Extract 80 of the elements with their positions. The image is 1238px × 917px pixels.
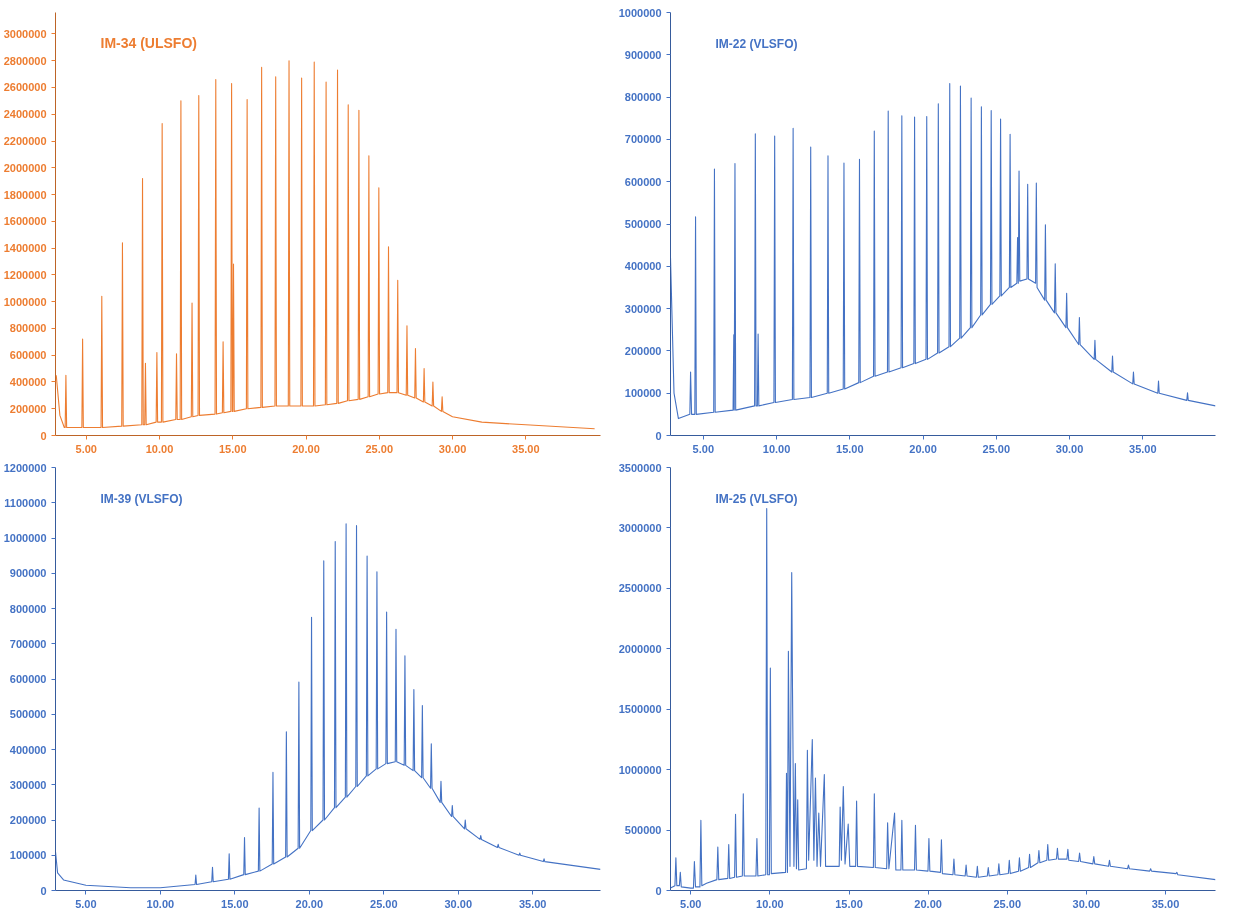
x-tick-label: 5.00 <box>75 442 97 455</box>
x-tick-label: 35.00 <box>1129 442 1157 455</box>
y-tick-label: 600000 <box>624 175 662 188</box>
y-tick-label: 400000 <box>9 375 47 388</box>
y-tick-label: 600000 <box>9 673 47 685</box>
y-tick-label: 100000 <box>624 387 662 400</box>
y-tick-label: 200000 <box>9 402 47 415</box>
text: IM-39 (VLSFO) <box>100 491 183 506</box>
y-tick-label: 600000 <box>9 349 47 362</box>
x-tick-label: 5.00 <box>680 897 702 910</box>
x-tick-label: 5.00 <box>75 897 97 910</box>
y-tick-label: 2000000 <box>3 161 47 174</box>
text: IM-22 (VLSFO) <box>715 36 798 51</box>
x-tick-label: 10.00 <box>756 897 784 910</box>
y-tick-label: 900000 <box>9 567 47 580</box>
x-tick-label: 15.00 <box>221 897 249 910</box>
y-tick-label: 1500000 <box>618 703 662 716</box>
x-tick-label: 15.00 <box>219 442 247 455</box>
y-tick-label: 1400000 <box>3 242 47 255</box>
y-tick-label: 1000000 <box>618 763 662 776</box>
y-tick-label: 1000000 <box>618 6 662 19</box>
y-tick-label: 3500000 <box>618 461 662 474</box>
y-tick-label: 2000000 <box>618 642 662 655</box>
y-tick-label: 500000 <box>624 218 662 230</box>
x-tick-label: 35.00 <box>518 897 547 910</box>
y-tick-label: 2400000 <box>3 108 47 121</box>
y-tick-label: 2500000 <box>618 582 662 595</box>
x-tick-label: 30.00 <box>1055 442 1084 455</box>
x-tick-label: 30.00 <box>438 442 467 455</box>
x-tick-label: 10.00 <box>762 442 791 455</box>
text: IM-34 (ULSFO) <box>100 34 197 51</box>
y-tick-label: 0 <box>40 429 47 442</box>
text: IM-25 (VLSFO) <box>715 491 798 506</box>
y-tick-label: 400000 <box>9 743 47 756</box>
y-tick-label: 300000 <box>9 778 47 791</box>
y-tick-label: 0 <box>655 429 662 442</box>
y-tick-label: 500000 <box>9 708 47 721</box>
x-tick-label: 25.00 <box>370 897 398 910</box>
x-tick-label: 20.00 <box>909 442 937 455</box>
y-tick-label: 0 <box>40 884 47 897</box>
x-tick-label: 25.00 <box>365 442 394 455</box>
y-tick-label: 700000 <box>624 133 662 146</box>
y-tick-label: 2800000 <box>3 54 47 67</box>
x-tick-label: 5.00 <box>692 442 715 455</box>
x-tick-label: 35.00 <box>512 442 540 455</box>
y-tick-label: 1200000 <box>3 268 47 281</box>
x-tick-label: 10.00 <box>146 897 175 910</box>
y-tick-label: 0 <box>655 884 662 897</box>
x-tick-label: 10.00 <box>145 442 174 455</box>
x-tick-label: 35.00 <box>1151 897 1180 910</box>
y-tick-label: 300000 <box>624 302 662 315</box>
y-tick-label: 200000 <box>624 344 662 357</box>
y-tick-label: 1100000 <box>4 496 47 509</box>
y-tick-label: 500000 <box>624 824 662 837</box>
x-tick-label: 25.00 <box>982 442 1011 455</box>
y-tick-label: 3000000 <box>618 521 662 534</box>
y-tick-label: 200000 <box>9 814 47 826</box>
y-tick-label: 3000000 <box>3 27 47 40</box>
x-tick-label: 20.00 <box>295 897 324 910</box>
y-tick-label: 1600000 <box>3 215 47 228</box>
x-tick-label: 15.00 <box>835 897 863 910</box>
x-tick-label: 20.00 <box>292 442 320 455</box>
y-tick-label: 1000000 <box>3 295 47 308</box>
y-tick-label: 100000 <box>9 849 47 862</box>
y-tick-label: 800000 <box>9 322 47 335</box>
x-tick-label: 30.00 <box>444 897 473 910</box>
x-tick-label: 20.00 <box>914 897 942 910</box>
y-tick-label: 800000 <box>9 602 47 615</box>
y-tick-label: 400000 <box>624 260 662 273</box>
y-tick-label: 2200000 <box>3 135 47 148</box>
x-tick-label: 30.00 <box>1072 897 1101 910</box>
y-tick-label: 700000 <box>9 637 47 650</box>
y-tick-label: 800000 <box>624 91 662 104</box>
x-tick-label: 15.00 <box>836 442 864 455</box>
y-tick-label: 900000 <box>624 48 662 61</box>
y-tick-label: 1000000 <box>3 532 47 544</box>
y-tick-label: 1200000 <box>3 461 47 474</box>
y-tick-label: 1800000 <box>3 188 47 201</box>
x-tick-label: 25.00 <box>993 897 1022 910</box>
y-tick-label: 2600000 <box>3 81 47 94</box>
